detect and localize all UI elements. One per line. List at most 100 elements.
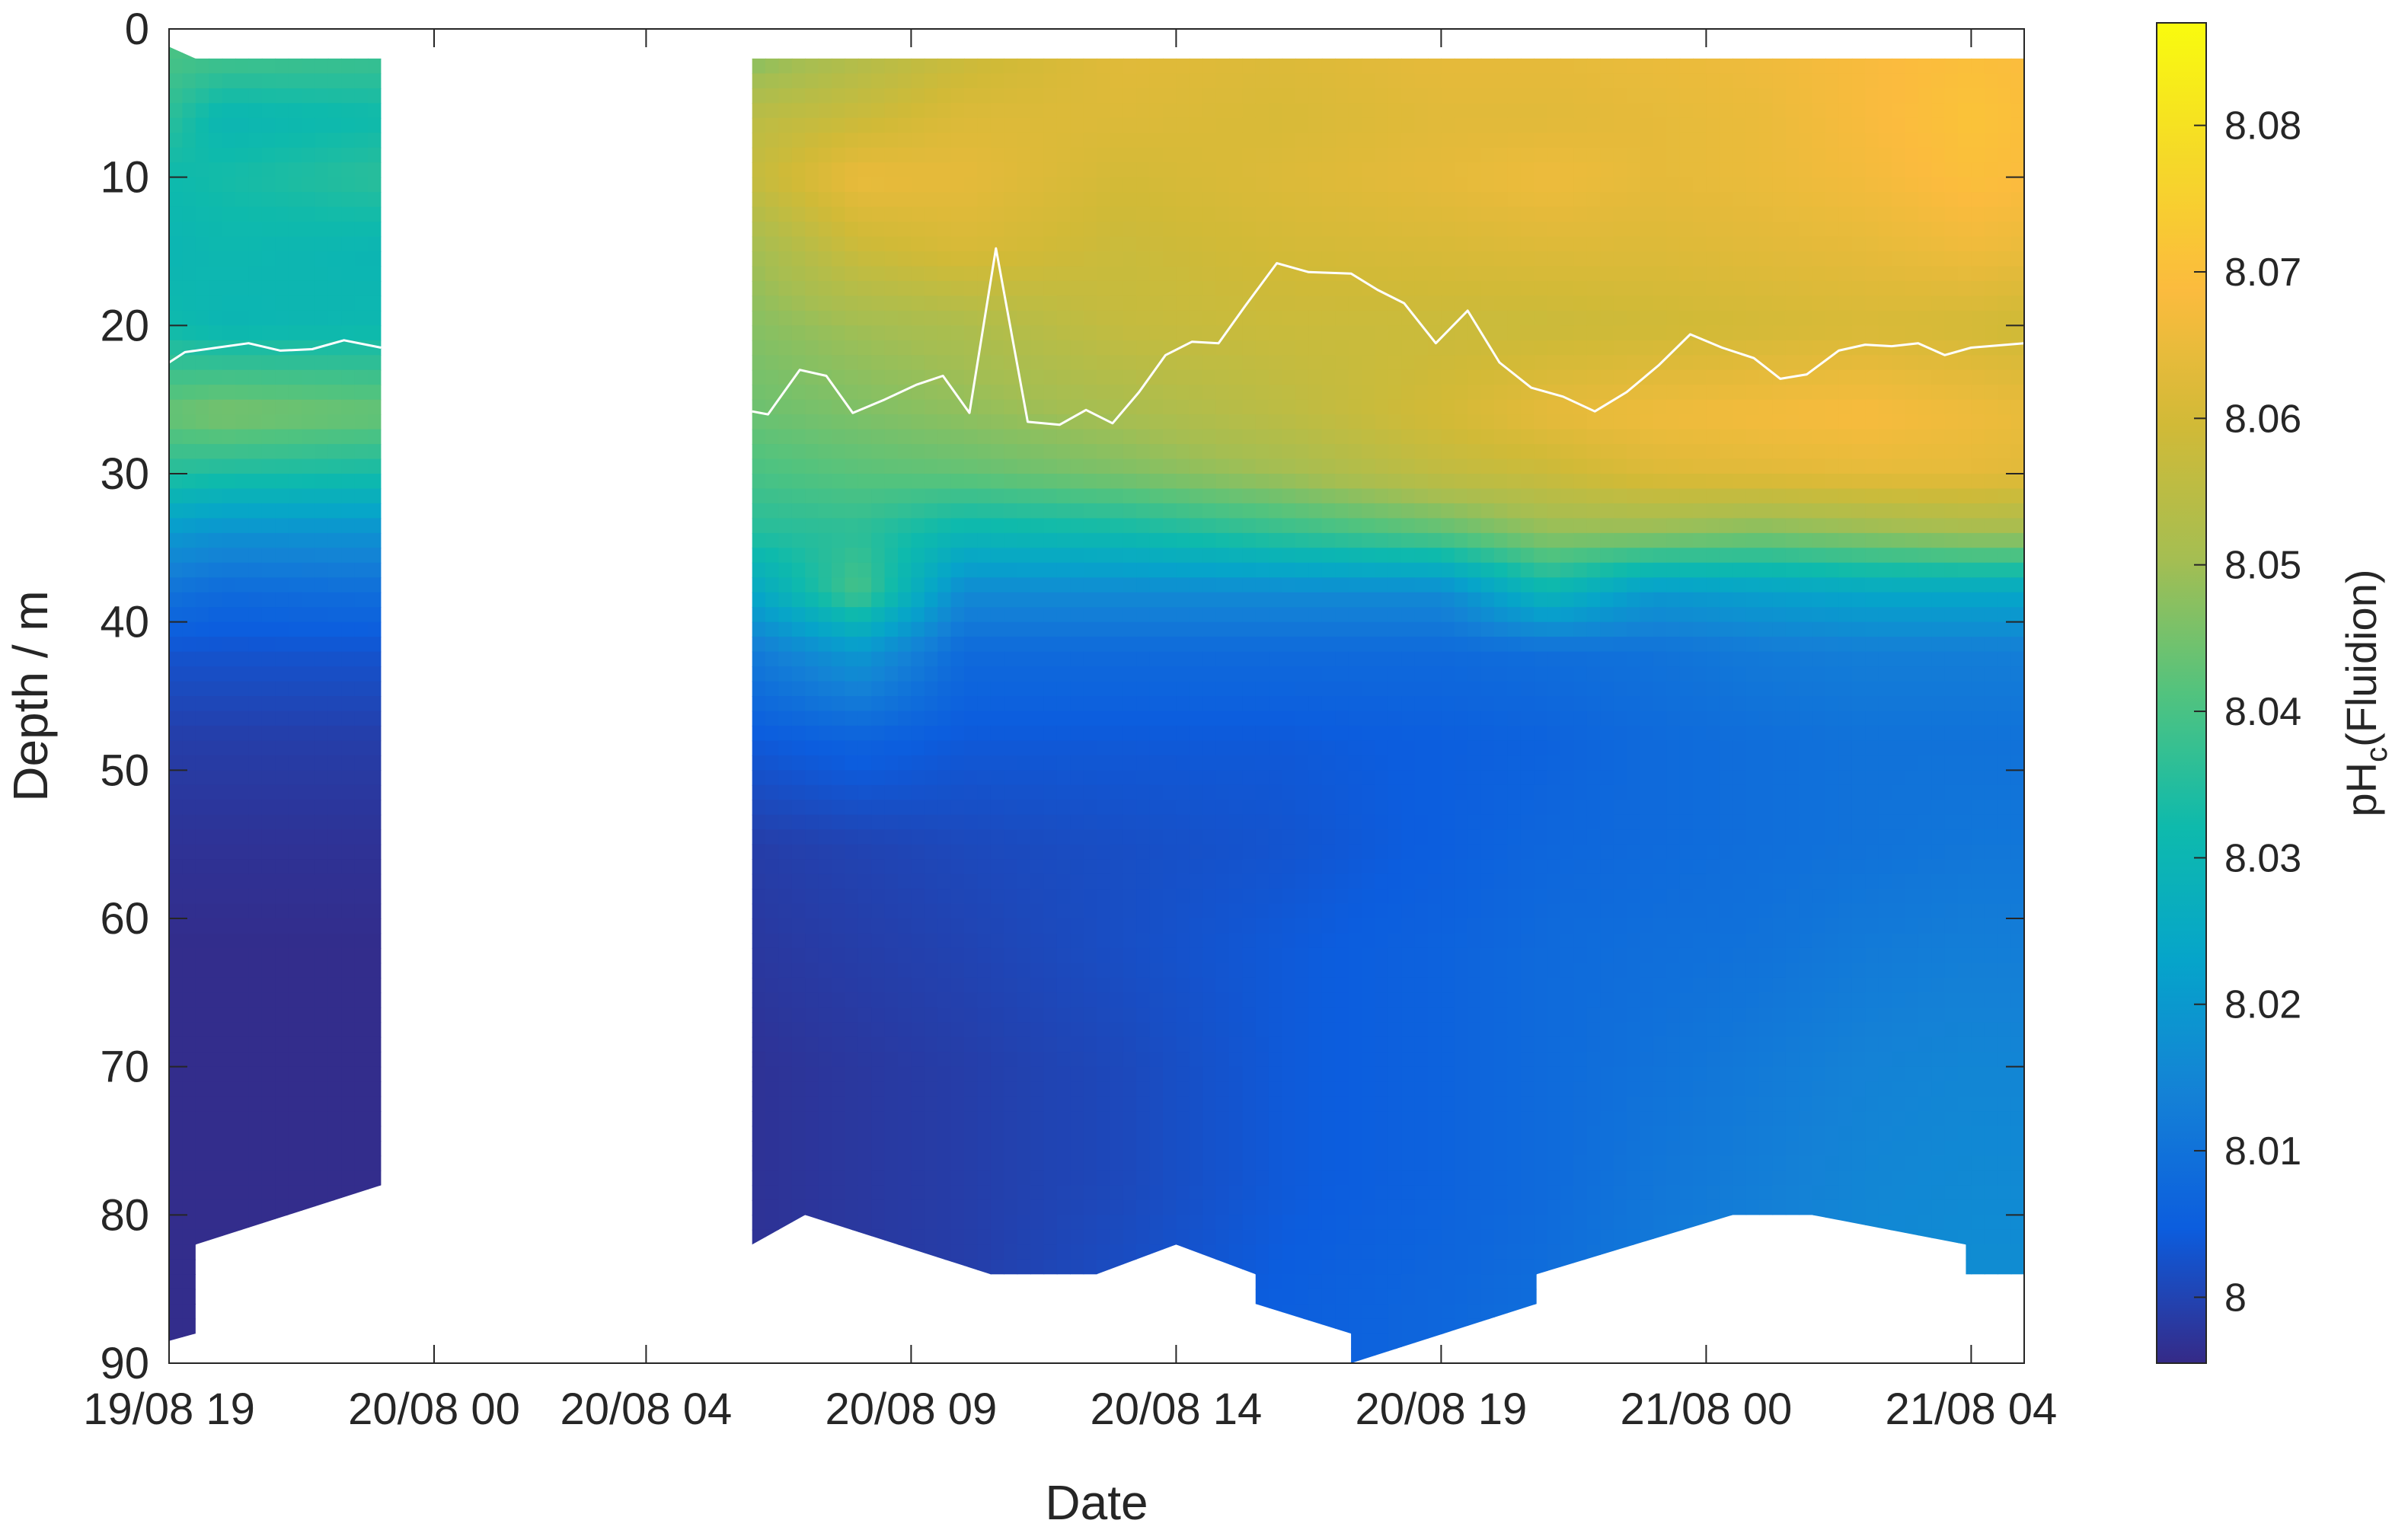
heatmap-cell: [354, 310, 369, 327]
heatmap-cell: [805, 1199, 819, 1216]
heatmap-cell: [1136, 1304, 1151, 1320]
heatmap-cell: [1056, 1229, 1071, 1246]
heatmap-cell: [1056, 58, 1071, 75]
heatmap-cell: [818, 280, 832, 297]
heatmap-cell: [1097, 1318, 1111, 1334]
heatmap-cell: [1004, 1022, 1018, 1038]
heatmap-cell: [950, 637, 965, 653]
heatmap-cell: [1043, 251, 1058, 267]
heatmap-cell: [354, 46, 369, 59]
heatmap-cell: [752, 1304, 766, 1320]
heatmap-cell: [1004, 933, 1018, 949]
heatmap-cell: [1242, 859, 1257, 875]
heatmap-cell: [1097, 1022, 1111, 1038]
heatmap-cell: [248, 873, 263, 889]
heatmap-cell: [911, 829, 925, 845]
heatmap-cell: [1136, 532, 1151, 549]
heatmap-cell: [1056, 1036, 1071, 1052]
heatmap-cell: [778, 770, 793, 786]
heatmap-cell: [832, 1199, 846, 1216]
heatmap-cell: [209, 474, 223, 490]
heatmap-cell: [977, 947, 992, 964]
heatmap-cell: [1097, 58, 1111, 75]
heatmap-cell: [1242, 844, 1257, 860]
heatmap-cell: [1189, 977, 1203, 994]
heatmap-cell: [977, 518, 992, 534]
heatmap-cell: [1229, 117, 1244, 134]
heatmap-cell: [327, 1052, 342, 1068]
heatmap-cell: [1215, 474, 1230, 490]
heatmap-cell: [315, 1289, 329, 1305]
heatmap-cell: [302, 29, 315, 44]
heatmap-cell: [222, 1229, 236, 1246]
heatmap-cell: [778, 251, 793, 267]
heatmap-cell: [195, 1126, 209, 1142]
heatmap-cell: [222, 859, 236, 875]
heatmap-cell: [778, 399, 793, 415]
heatmap-cell: [315, 1111, 329, 1127]
heatmap-cell: [1136, 740, 1151, 756]
heatmap-cell: [261, 607, 276, 623]
heatmap-cell: [857, 918, 872, 934]
heatmap-cell: [248, 1199, 263, 1216]
heatmap-cell: [169, 1141, 184, 1157]
heatmap-cell: [898, 206, 912, 222]
heatmap-cell: [327, 369, 342, 385]
heatmap-cell: [765, 725, 780, 742]
heatmap-cell: [222, 1111, 236, 1127]
heatmap-cell: [964, 266, 979, 282]
heatmap-cell: [302, 903, 316, 919]
heatmap-cell: [1215, 770, 1230, 786]
heatmap-cell: [1030, 266, 1045, 282]
heatmap-cell: [1136, 399, 1151, 415]
heatmap-cell: [1255, 310, 1269, 327]
heatmap-cell: [1017, 1126, 1031, 1142]
heatmap-cell: [924, 162, 938, 178]
heatmap-cell: [911, 73, 925, 89]
heatmap-cell: [261, 814, 276, 830]
heatmap-cell: [950, 429, 965, 445]
heatmap-cell: [1043, 280, 1058, 297]
heatmap-cell: [354, 177, 369, 193]
heatmap-cell: [977, 1318, 992, 1334]
heatmap-cell: [209, 325, 223, 341]
heatmap-cell: [752, 755, 766, 771]
heatmap-cell: [1242, 192, 1257, 208]
heatmap-cell: [911, 103, 925, 119]
heatmap-cell: [354, 1081, 369, 1097]
heatmap-cell: [1083, 681, 1097, 697]
heatmap-cell: [765, 474, 780, 490]
heatmap-cell: [1083, 607, 1097, 623]
heatmap-cell: [368, 784, 382, 801]
heatmap-cell: [302, 1036, 316, 1052]
heatmap-cell: [1030, 310, 1045, 327]
heatmap-cell: [885, 29, 899, 44]
heatmap-cell: [368, 222, 382, 238]
heatmap-cell: [818, 800, 832, 816]
heatmap-cell: [1030, 740, 1045, 756]
heatmap-cell: [1176, 918, 1190, 934]
heatmap-cell: [275, 1304, 289, 1320]
heatmap-cell: [1083, 755, 1097, 771]
heatmap-cell: [950, 577, 965, 593]
heatmap-cell: [990, 1066, 1004, 1082]
heatmap-cell: [315, 503, 329, 519]
heatmap-cell: [884, 206, 899, 222]
heatmap-cell: [182, 222, 196, 238]
heatmap-cell: [752, 770, 766, 786]
heatmap-cell: [752, 414, 766, 430]
heatmap-cell: [1056, 117, 1071, 134]
heatmap-cell: [977, 251, 992, 267]
heatmap-cell: [1004, 1141, 1018, 1157]
heatmap-cell: [1030, 1170, 1045, 1186]
heatmap-cell: [1202, 1289, 1217, 1305]
heatmap-cell: [1070, 1111, 1084, 1127]
heatmap-cell: [845, 1022, 859, 1038]
heatmap-cell: [235, 444, 250, 460]
heatmap-cell: [1229, 814, 1244, 830]
heatmap-cell: [871, 1304, 886, 1320]
heatmap-cell: [752, 681, 766, 697]
heatmap-cell: [235, 1141, 250, 1157]
heatmap-cell: [327, 295, 342, 311]
heatmap-cell: [791, 1318, 806, 1334]
